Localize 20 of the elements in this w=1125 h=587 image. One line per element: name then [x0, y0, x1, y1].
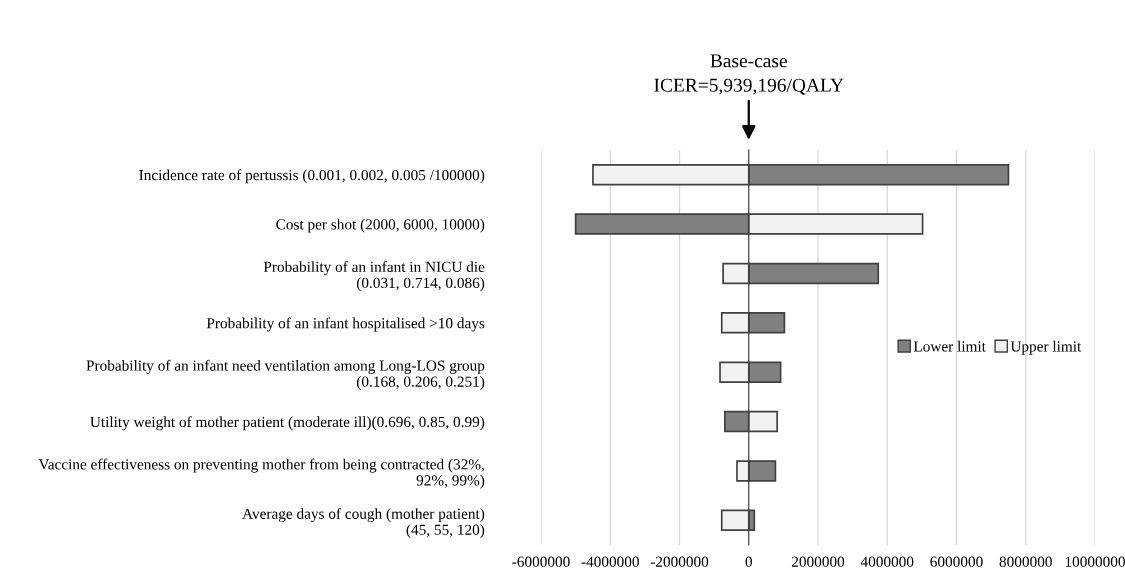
y-tick-label: Probability of an infant hospitalised >10 days	[206, 317, 485, 332]
y-tick-label: Probability of an infant in NICU die (0.031, 0.714, 0.086)	[263, 261, 485, 292]
y-tick-label: Incidence rate of pertussis (0.001, 0.002, 0.005 /100000)	[139, 169, 485, 184]
x-tick-label: -4000000	[581, 556, 639, 567]
x-tick-label: 2000000	[791, 556, 845, 567]
x-tick-label: -6000000	[512, 556, 570, 567]
legend-label: Lower limit	[913, 340, 986, 352]
text: Base-case ICER=5,939,196/QALY	[654, 54, 844, 95]
x-tick-label: 4000000	[860, 556, 914, 567]
y-tick-label: Utility weight of mother patient (moderate ill)(0.696, 0.85, 0.99)	[90, 416, 485, 431]
y-tick-label: Average days of cough (mother patient) (45, 55, 120)	[242, 507, 485, 539]
y-tick-label: Cost per shot (2000, 6000, 10000)	[276, 218, 485, 233]
x-tick-label: 10000000	[1065, 556, 1125, 567]
x-tick-label: 8000000	[999, 556, 1052, 567]
y-tick-label: Probability of an infant need ventilation among Long-LOS group (0.168, 0.206, 0.251)	[86, 359, 485, 390]
x-tick-label: -2000000	[650, 556, 709, 567]
legend-label: Upper limit	[1010, 340, 1082, 355]
x-tick-label: 6000000	[930, 556, 983, 567]
x-tick-label: 0	[745, 556, 752, 567]
y-tick-label: Vaccine effectiveness on preventing mother from being contracted (32%, 92%, 99%)	[38, 458, 485, 489]
